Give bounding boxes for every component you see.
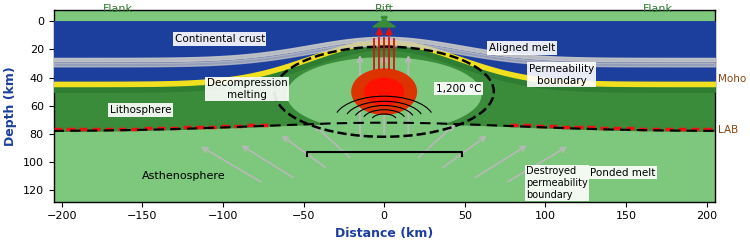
Text: Flank: Flank [644, 4, 674, 14]
Text: Permeability
boundary: Permeability boundary [529, 64, 594, 86]
Text: Rift: Rift [375, 4, 394, 14]
Text: Aligned melt: Aligned melt [489, 43, 555, 53]
Text: Asthenosphere: Asthenosphere [142, 171, 226, 181]
Text: Ponded melt: Ponded melt [590, 168, 656, 178]
X-axis label: Distance (km): Distance (km) [335, 227, 433, 240]
Polygon shape [364, 78, 404, 105]
Polygon shape [287, 58, 481, 131]
Text: Flank: Flank [103, 4, 133, 14]
Text: 1,200 °C: 1,200 °C [436, 84, 482, 94]
Y-axis label: Depth (km): Depth (km) [4, 66, 17, 146]
Text: Moho: Moho [718, 74, 746, 84]
Text: Destroyed
permeability
boundary: Destroyed permeability boundary [526, 166, 588, 200]
Text: Decompression
melting: Decompression melting [207, 78, 287, 100]
Polygon shape [352, 69, 416, 114]
Text: Continental crust: Continental crust [175, 34, 265, 44]
Text: LAB: LAB [718, 125, 738, 135]
Polygon shape [373, 19, 395, 27]
Text: Lithosphere: Lithosphere [110, 105, 172, 115]
